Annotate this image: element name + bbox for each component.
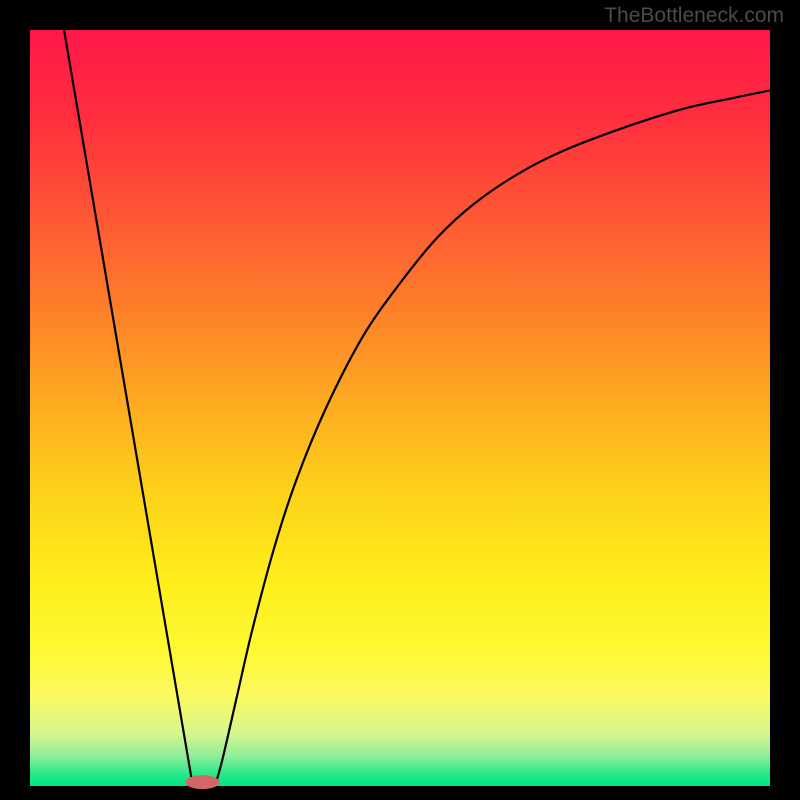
- minimum-marker: [185, 775, 219, 789]
- chart-svg: [0, 0, 800, 800]
- watermark-label: TheBottleneck.com: [604, 4, 784, 28]
- plot-background-gradient: [30, 30, 770, 786]
- bottleneck-chart: TheBottleneck.com: [0, 0, 800, 800]
